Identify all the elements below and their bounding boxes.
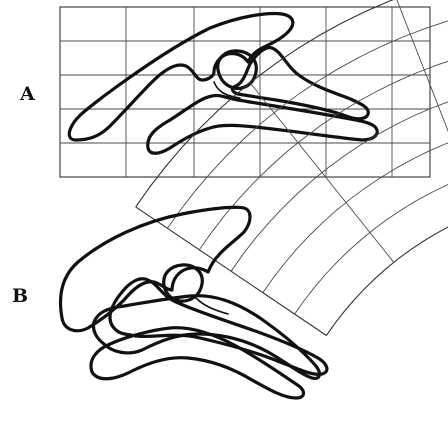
panel-a-inner-edge [213,81,241,99]
panel-b-middle-limb [108,277,329,376]
panel-a-grid [59,6,431,178]
panel-b-grid-radial [396,0,448,133]
panel-a-grid-border [59,6,431,178]
panel-a: A [19,6,431,178]
panel-a-upper-limb [230,46,370,121]
panel-b-upper-blade [58,205,252,333]
panel-b-bottom-limb [89,326,306,400]
panel-a-bone-outline [67,11,379,155]
panel-b-grid-radial [249,82,395,263]
panel-a-joint-ring [216,49,258,90]
panel-a-label: A [19,83,35,105]
panel-b-bone-outline [58,205,329,400]
panel-b-lower-limb [91,294,322,380]
panel-b-label: B [12,285,28,307]
panel-b-grid-arc [167,20,448,229]
panel-a-lower-limb [146,93,379,155]
panel-b-grid-radial [135,206,327,336]
panel-b-inner-edge [195,297,229,315]
panel-a-upper-blade [67,11,295,142]
panel-b-grid-arc [325,226,448,336]
panel-b-grid [135,0,448,336]
panel-b: B [12,0,448,400]
